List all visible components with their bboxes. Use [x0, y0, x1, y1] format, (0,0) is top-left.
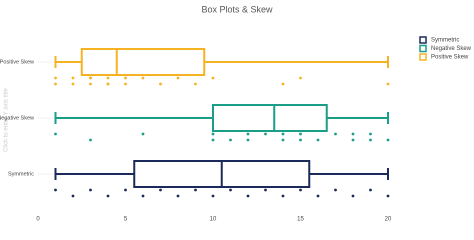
point [124, 188, 127, 192]
x-tick-label: 5 [124, 217, 128, 223]
legend-swatch [419, 36, 427, 44]
point [351, 194, 355, 198]
chart: Box Plots & Skew Click to enter Y axis t… [0, 4, 472, 223]
point [211, 194, 215, 198]
box [212, 104, 328, 132]
point [54, 188, 57, 192]
point [141, 132, 145, 136]
legend-swatch [419, 44, 427, 53]
point [159, 82, 162, 86]
point [369, 138, 372, 142]
point [246, 194, 250, 198]
point [299, 76, 302, 80]
point [194, 82, 197, 86]
x-tick-label: 15 [297, 217, 304, 223]
point [351, 132, 355, 136]
point [89, 138, 92, 142]
point [316, 194, 320, 198]
point [141, 194, 145, 198]
y-tick-label: Symmetric [8, 171, 34, 177]
legend-label: Positive Skew [431, 55, 469, 61]
point [281, 82, 285, 86]
point [159, 188, 162, 192]
point [176, 76, 180, 80]
point [229, 188, 232, 192]
legend-swatch [419, 53, 427, 61]
point [299, 188, 302, 192]
point [124, 76, 127, 80]
point [211, 132, 215, 136]
point [71, 76, 75, 80]
point [194, 188, 197, 192]
point [176, 194, 180, 198]
legend-label: Negative Skew [431, 46, 472, 52]
legend-label: Symmetric [431, 38, 459, 44]
point [141, 76, 145, 80]
point [369, 188, 372, 192]
point [71, 82, 75, 86]
y-tick-label: Negative Skew [0, 115, 34, 121]
point [386, 194, 390, 198]
x-tick-label: 10 [210, 217, 217, 223]
y-axis-title: Click to enter Y axis title [4, 87, 10, 151]
point [281, 194, 285, 198]
point [316, 138, 320, 142]
point [54, 76, 57, 80]
x-tick-label: 20 [385, 217, 392, 223]
point [106, 194, 110, 198]
point [281, 132, 285, 136]
point [299, 138, 302, 142]
point [351, 138, 355, 142]
chart-title: Box Plots & Skew [201, 4, 273, 14]
point [281, 138, 285, 142]
point [246, 132, 250, 136]
point [334, 188, 337, 192]
point [106, 76, 110, 80]
point [299, 132, 302, 136]
point [229, 138, 232, 142]
point [89, 82, 92, 86]
point [386, 138, 390, 142]
point [211, 138, 215, 142]
point [369, 132, 372, 136]
box [80, 48, 206, 76]
point [334, 132, 337, 136]
point [89, 188, 92, 192]
point [386, 82, 390, 86]
point [264, 132, 267, 136]
point [89, 76, 92, 80]
y-tick-label: Positive Skew [0, 59, 34, 65]
point [264, 188, 267, 192]
point [54, 82, 57, 86]
point [106, 82, 110, 86]
point [246, 138, 250, 142]
point [124, 82, 127, 86]
page: Box Plots & Skew Click to enter Y axis t… [0, 4, 472, 223]
point [211, 76, 215, 80]
x-tick-label: 0 [36, 217, 40, 223]
point [71, 194, 75, 198]
point [54, 132, 57, 136]
